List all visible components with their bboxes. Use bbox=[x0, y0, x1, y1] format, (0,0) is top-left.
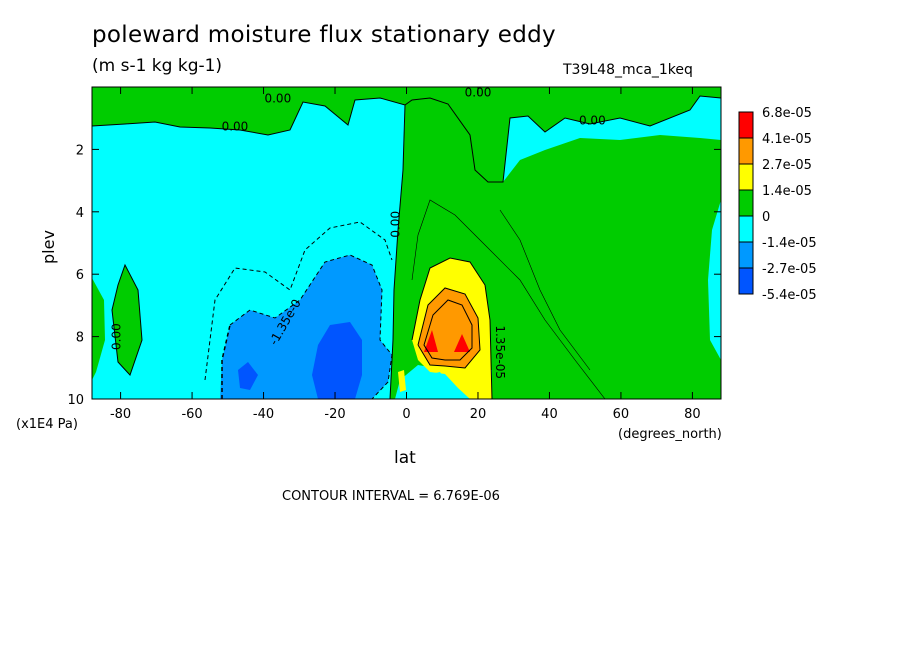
contour-label-7: 1.35e-05 bbox=[493, 325, 507, 379]
x-tick-label-5: 20 bbox=[470, 407, 487, 422]
colorbar-label-6: -2.7e-05 bbox=[762, 262, 817, 277]
run-id-label: T39L48_mca_1keq bbox=[563, 62, 693, 78]
y-tick-label-3: 8 bbox=[76, 331, 84, 346]
contour-pos-1 bbox=[411, 257, 493, 399]
x-tick-label-3: -20 bbox=[324, 407, 345, 422]
fill-cyan-north-bottom bbox=[708, 200, 721, 360]
contour-pos-weak bbox=[411, 199, 606, 399]
contour-label-1: 0.00 bbox=[465, 85, 492, 99]
y-axis-units: (x1E4 Pa) bbox=[16, 417, 78, 432]
contour-zero-west bbox=[92, 95, 721, 183]
fill-positive-strong-1 bbox=[424, 330, 438, 352]
colorbar-label-2: 2.7e-05 bbox=[762, 158, 812, 173]
colorbar-label-5: -1.4e-05 bbox=[762, 236, 817, 251]
x-axis-label: lat bbox=[394, 448, 416, 468]
y-tick-label-4: 10 bbox=[67, 393, 84, 408]
colorbar-swatch-0 bbox=[738, 111, 754, 139]
x-tick-label-8: 80 bbox=[684, 407, 701, 422]
contour-line-layer bbox=[92, 95, 721, 399]
x-tick-label-0: -80 bbox=[110, 407, 131, 422]
colorbar-label-4: 0 bbox=[762, 210, 770, 225]
fill-green-west-tongue bbox=[112, 265, 142, 375]
colorbar-swatch-5 bbox=[738, 241, 754, 269]
colorbar-swatch-4 bbox=[738, 215, 754, 243]
contour-pos-3 bbox=[423, 299, 473, 361]
contour-zero-equator bbox=[389, 104, 406, 399]
x-tick-label-7: 60 bbox=[613, 407, 630, 422]
contour-label-0: 0.00 bbox=[264, 92, 291, 106]
x-tick-label-6: 40 bbox=[541, 407, 558, 422]
contour-pos-2 bbox=[417, 287, 481, 369]
x-axis-units: (degrees_north) bbox=[618, 427, 722, 442]
contour-label-5: 0.00 bbox=[110, 323, 124, 350]
colorbar-swatch-6 bbox=[738, 267, 754, 295]
y-tick-label-1: 4 bbox=[76, 206, 84, 221]
y-tick-label-0: 2 bbox=[76, 143, 84, 158]
contour-label-3: 0.00 bbox=[579, 113, 606, 127]
fill-green-west-edge bbox=[92, 278, 105, 380]
contour-label-2: 0.00 bbox=[222, 120, 249, 134]
x-tick-label-4: 0 bbox=[402, 407, 410, 422]
contour-pos-weak-2 bbox=[499, 209, 591, 371]
chart-subtitle-units: (m s-1 kg kg-1) bbox=[92, 56, 223, 76]
colorbar-swatch-2 bbox=[738, 163, 754, 191]
colorbar: 6.8e-05 4.1e-05 2.7e-05 1.4e-05 0 -1.4e-05 -2.… bbox=[738, 106, 817, 303]
y-axis: 2 4 6 8 10 bbox=[67, 143, 721, 408]
colorbar-swatch-3 bbox=[738, 189, 754, 217]
fill-negative-strong-small bbox=[238, 362, 258, 390]
x-tick-label-2: -40 bbox=[253, 407, 274, 422]
fill-positive-strong-2 bbox=[454, 334, 470, 352]
chart-title: poleward moisture flux stationary eddy bbox=[92, 22, 556, 48]
y-axis-label: plev bbox=[39, 230, 58, 264]
fill-yellow-equator-spot bbox=[398, 370, 406, 392]
contour-zero-west-tongue bbox=[111, 263, 143, 376]
colorbar-label-0: 6.8e-05 bbox=[762, 106, 812, 121]
fill-cyan-north-top bbox=[503, 96, 721, 182]
fill-cyan-equator-pocket bbox=[412, 372, 448, 388]
x-tick-label-1: -60 bbox=[181, 407, 202, 422]
contour-neg-dashed-1 bbox=[204, 221, 393, 381]
colorbar-swatch-1 bbox=[738, 137, 754, 165]
contour-label-4: 0.00 bbox=[388, 211, 402, 238]
colorbar-label-3: 1.4e-05 bbox=[762, 184, 812, 199]
colorbar-label-1: 4.1e-05 bbox=[762, 132, 812, 147]
contour-neg-dashed-3 bbox=[221, 324, 231, 399]
y-tick-label-2: 6 bbox=[76, 268, 84, 283]
fill-negative-strong bbox=[312, 322, 362, 399]
colorbar-label-7: -5.4e-05 bbox=[762, 288, 817, 303]
contour-fill-layer bbox=[92, 87, 721, 399]
x-axis: -80 -60 -40 -20 0 20 40 60 80 bbox=[110, 87, 701, 422]
fill-top-band bbox=[92, 87, 721, 182]
contour-interval-note: CONTOUR INTERVAL = 6.769E-06 bbox=[282, 489, 500, 504]
